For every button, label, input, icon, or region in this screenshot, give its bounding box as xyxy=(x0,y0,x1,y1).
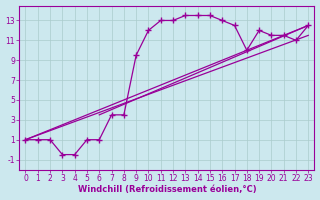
X-axis label: Windchill (Refroidissement éolien,°C): Windchill (Refroidissement éolien,°C) xyxy=(77,185,256,194)
